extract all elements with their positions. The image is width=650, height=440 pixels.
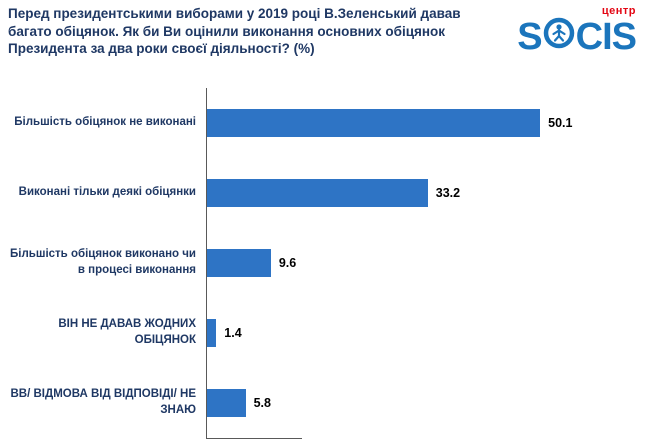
logo-text-left: S [517,15,542,58]
chart-title: Перед президентськими виборами у 2019 ро… [8,6,461,57]
logo-sub-label: центр [601,5,636,17]
chart-row: ВВ/ ВІДМОВА ВІД ВІДПОВІДІ/ НЕ ЗНАЮ 5.8 [0,368,650,438]
value-label: 1.4 [224,326,242,340]
category-label: Більшість обіцянок не виконані [14,116,196,129]
socis-logo: центр S CIS [517,5,642,56]
header: Перед президентськими виборами у 2019 ро… [0,0,650,58]
value-label: 5.8 [253,396,271,410]
bar-area: 9.6 [206,228,650,298]
category-label: ВІН НЕ ДАВАВ ЖОДНИХ ОБІЦЯНОК [58,318,196,346]
chart-row: Більшість обіцянок не виконані 50.1 [0,88,650,158]
x-axis-line [206,438,302,439]
bar-area: 1.4 [206,298,650,368]
chart-row: Виконані тільки деякі обіцянки 33.2 [0,158,650,228]
bar [207,319,217,347]
bar [207,389,246,417]
value-label: 9.6 [278,256,297,270]
bar [207,109,541,137]
logo-text: S CIS [517,15,637,58]
value-label: 33.2 [435,186,461,200]
bar [207,249,271,277]
category-label: Виконані тільки деякі обіцянки [18,186,196,199]
category-label: ВВ/ ВІДМОВА ВІД ВІДПОВІДІ/ НЕ ЗНАЮ [10,388,197,416]
bar-chart: Більшість обіцянок не виконані 50.1 Вико… [0,88,650,438]
bar [207,179,428,207]
category-label: Більшість обіцянок виконано чи в процесі… [10,248,196,276]
bar-area: 33.2 [206,158,650,228]
person-in-circle-icon [543,17,575,56]
bar-area: 5.8 [206,368,650,438]
chart-row: Більшість обіцянок виконано чи в процесі… [0,228,650,298]
bar-area: 50.1 [206,88,650,158]
chart-row: ВІН НЕ ДАВАВ ЖОДНИХ ОБІЦЯНОК 1.4 [0,298,650,368]
value-label: 50.1 [548,116,573,130]
logo-text-right: CIS [575,15,637,58]
